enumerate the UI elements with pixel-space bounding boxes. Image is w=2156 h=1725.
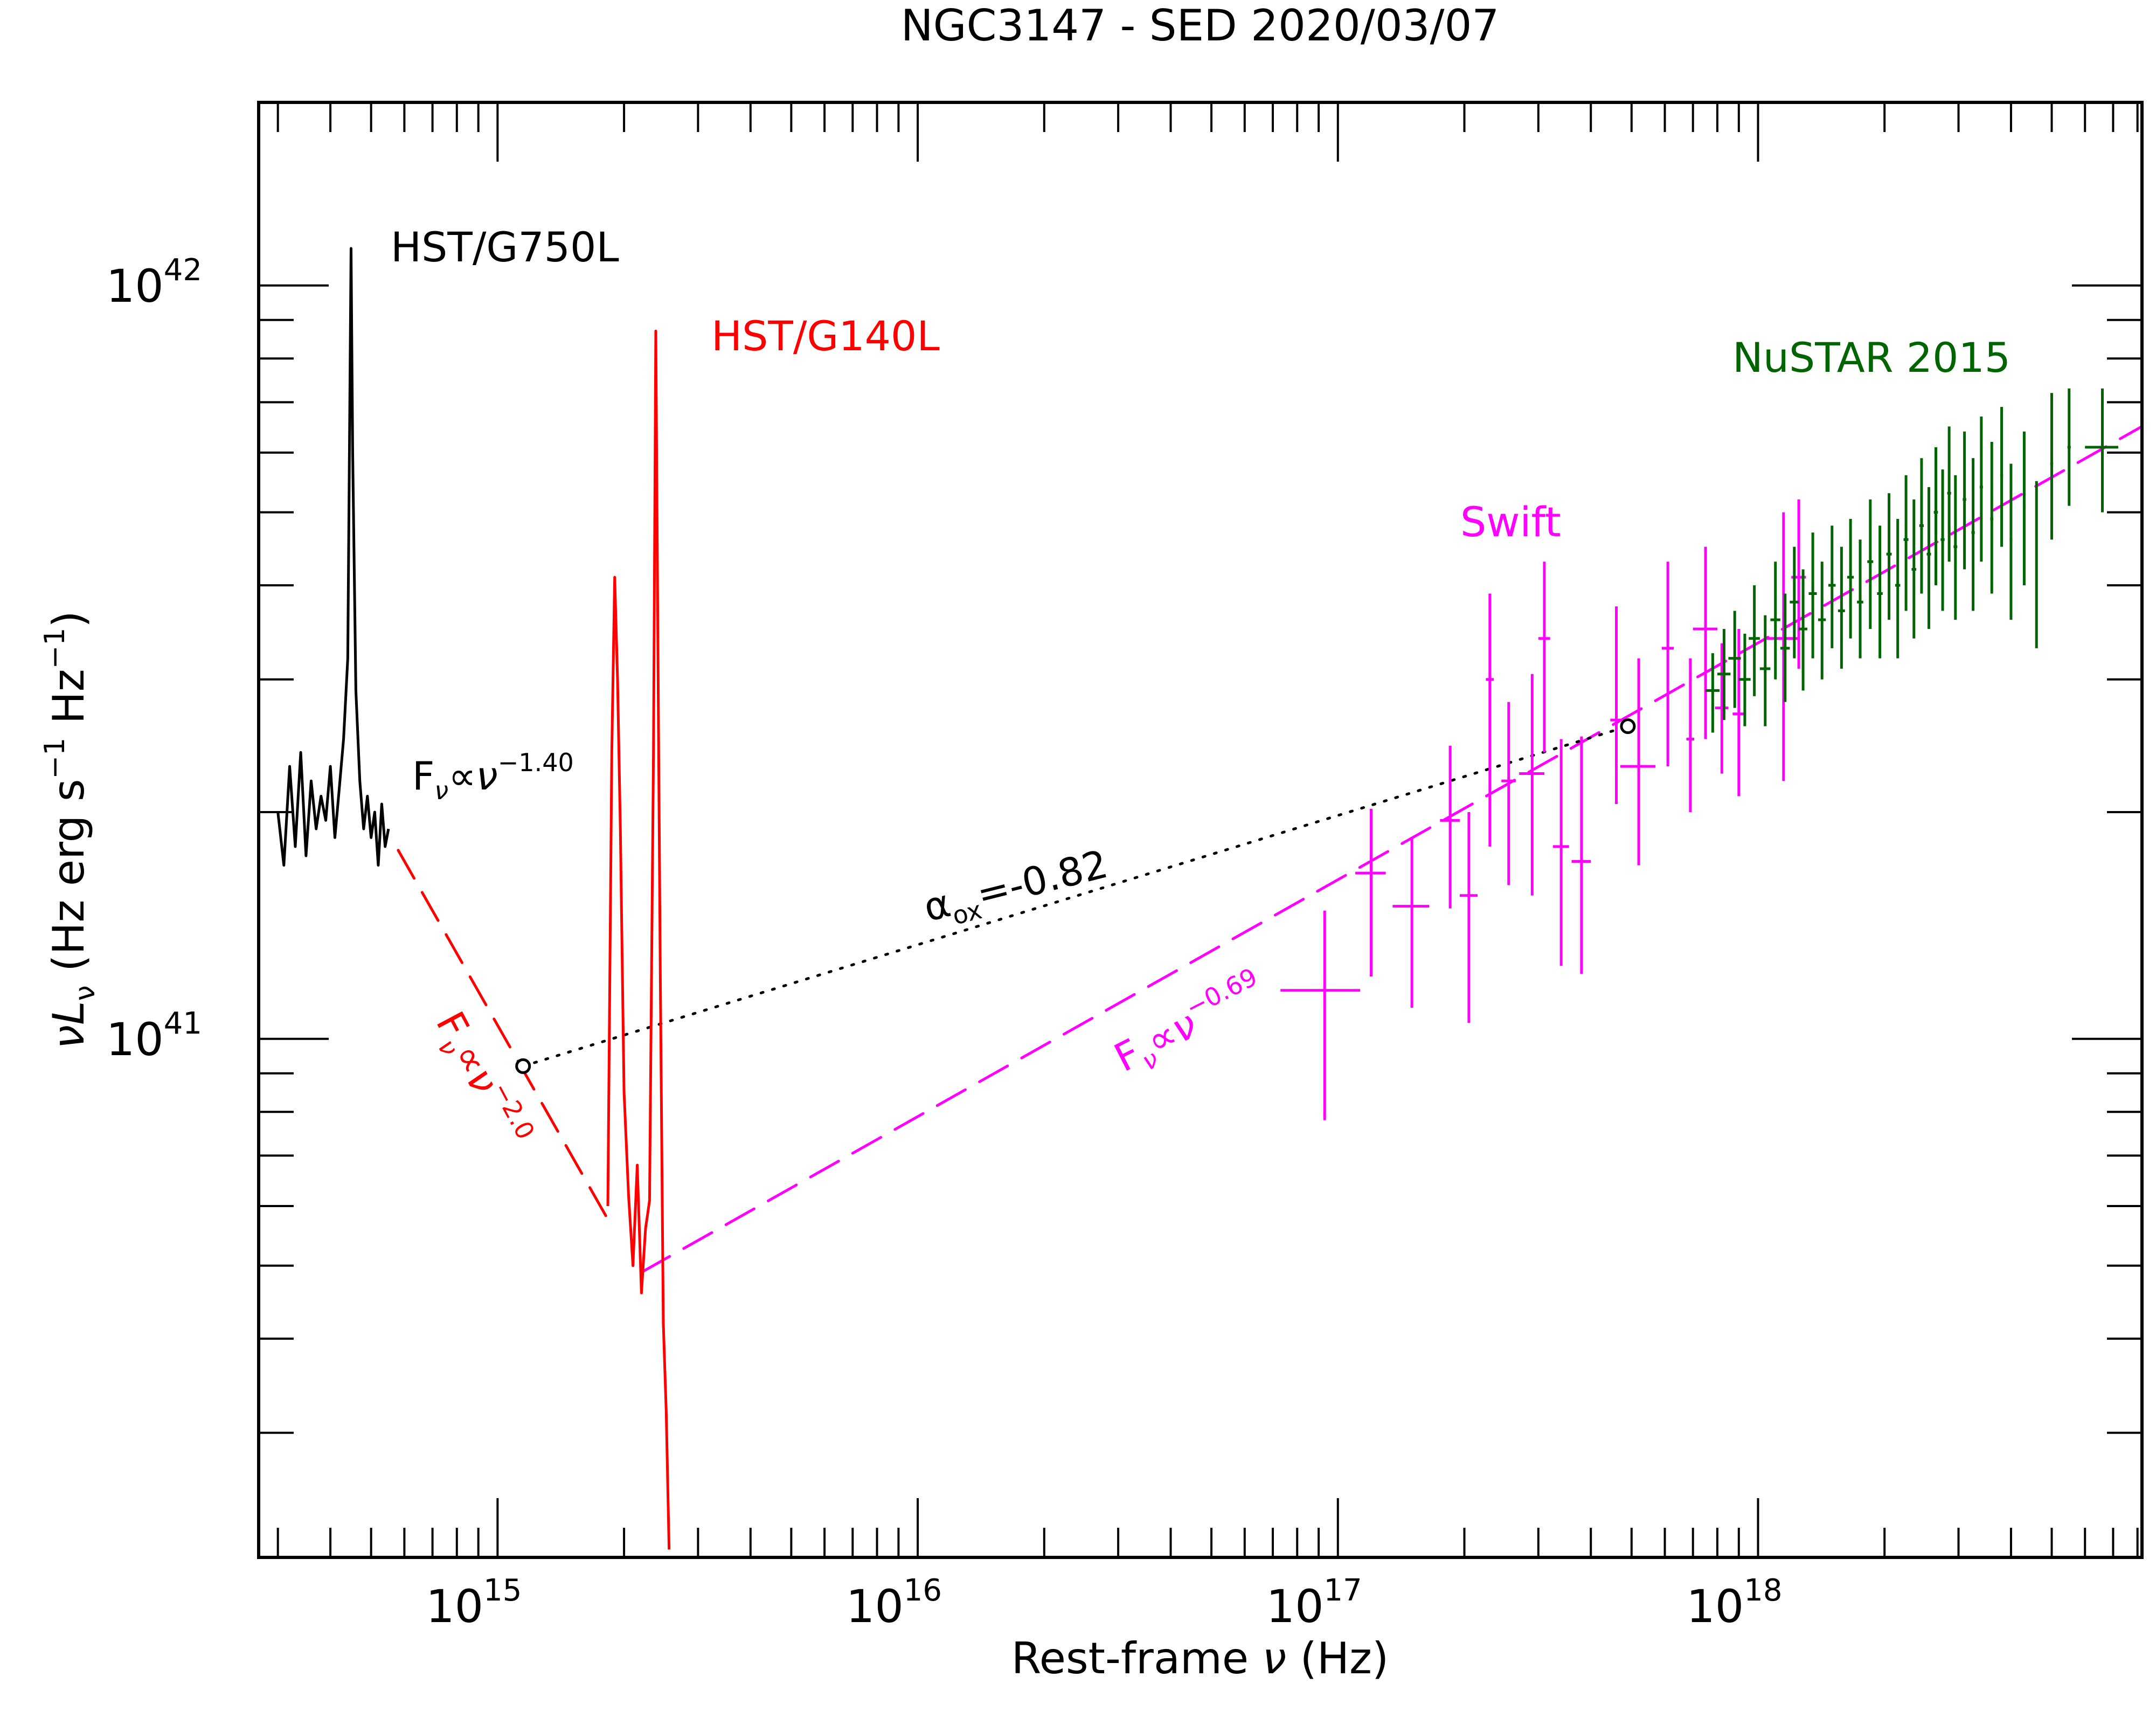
chart-title: NGC3147 - SED 2020/03/07: [901, 1, 1499, 51]
sed-chart: NGC3147 - SED 2020/03/07 Rest-frame ν (H…: [0, 0, 2156, 1725]
label-hst-g140l: HST/G140L: [711, 312, 940, 360]
data-point: [2068, 389, 2071, 506]
data-point: [2023, 432, 2026, 585]
label-hst-g750l: HST/G750L: [391, 223, 619, 271]
label-swift: Swift: [1460, 498, 1561, 546]
data-point: [1953, 475, 1957, 620]
label-nustar: NuSTAR 2015: [1732, 334, 2011, 382]
x-axis-label: Rest-frame ν (Hz): [1011, 1633, 1389, 1684]
alpha_ox-xray-anchor: [1621, 720, 1634, 733]
data-point: [2009, 464, 2012, 620]
y-axis-label: νLν (Hz erg s−1 Hz−1): [39, 611, 101, 1049]
data-point: [1990, 442, 1993, 593]
data-point: [1980, 417, 1983, 562]
data-point: [2000, 407, 2003, 547]
data-point: [2050, 393, 2053, 539]
data-point: [1971, 458, 1974, 611]
data-point: [1963, 432, 1966, 570]
alpha_ox-uv-anchor: [517, 1059, 530, 1072]
data-point: [2035, 481, 2037, 648]
